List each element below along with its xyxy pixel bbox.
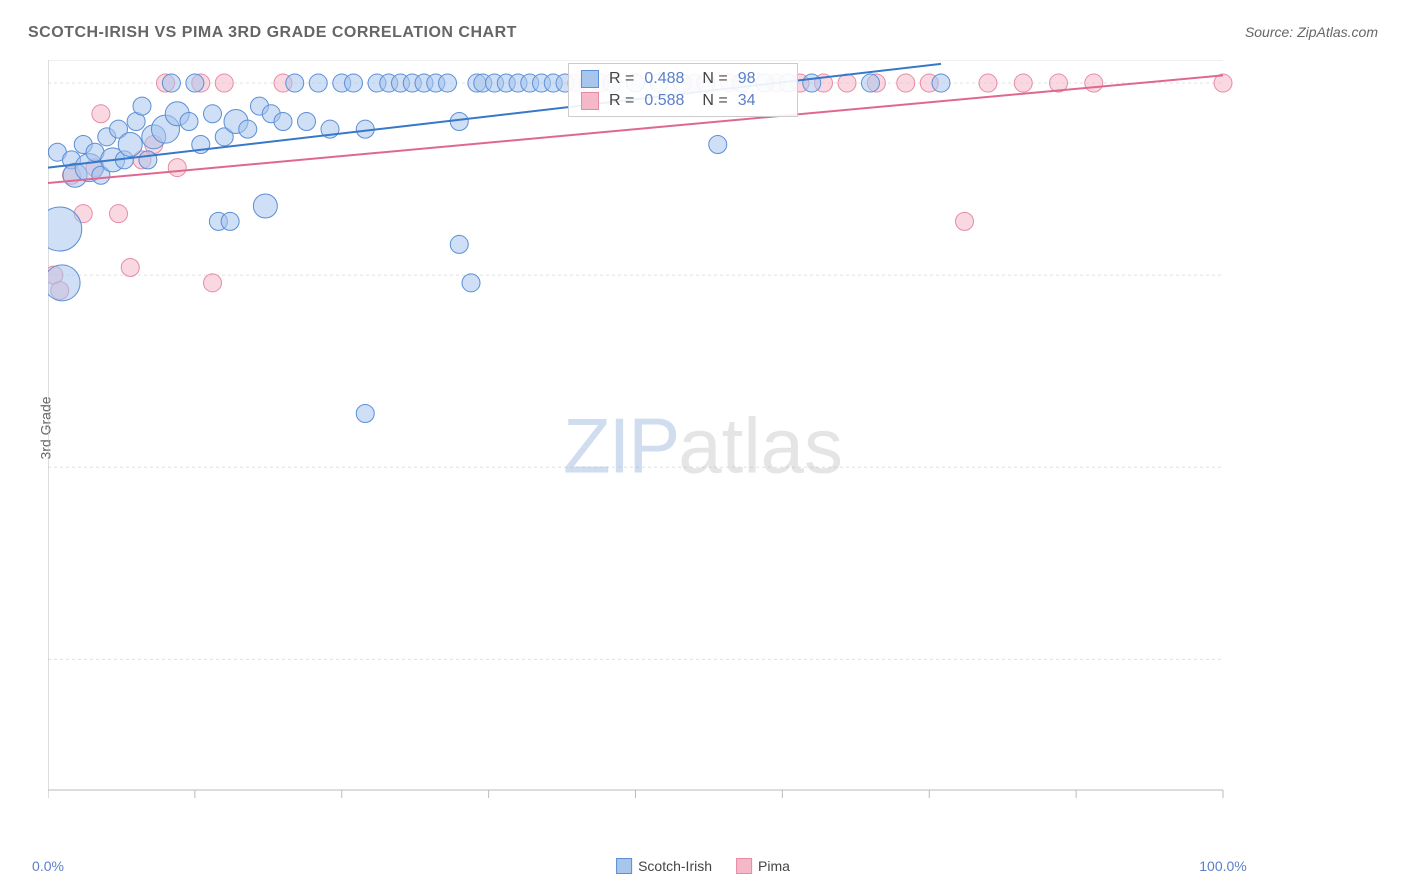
pima-swatch-icon xyxy=(736,858,752,874)
chart-container: SCOTCH-IRISH VS PIMA 3RD GRADE CORRELATI… xyxy=(0,0,1406,892)
r-label: R = xyxy=(609,92,634,110)
stats-row-scotch-irish: R = 0.488 N = 98 xyxy=(569,68,797,90)
scotch-irish-swatch-icon xyxy=(616,858,632,874)
r-label: R = xyxy=(609,70,634,88)
source-attribution: Source: ZipAtlas.com xyxy=(1245,24,1378,40)
legend-label: Scotch-Irish xyxy=(638,858,712,874)
n-value: 34 xyxy=(738,92,756,110)
correlation-stats-box: R = 0.488 N = 98 R = 0.588 N = 34 xyxy=(568,63,798,117)
legend-item-scotch-irish: Scotch-Irish xyxy=(616,858,712,874)
legend-label: Pima xyxy=(758,858,790,874)
r-value: 0.588 xyxy=(644,92,684,110)
r-value: 0.488 xyxy=(644,70,684,88)
chart-title: SCOTCH-IRISH VS PIMA 3RD GRADE CORRELATI… xyxy=(28,24,517,42)
x-tick-label: 100.0% xyxy=(1199,858,1246,874)
x-tick-label: 0.0% xyxy=(32,858,64,874)
scatter-plot xyxy=(48,60,1278,820)
scotch-irish-swatch-icon xyxy=(581,70,599,88)
legend-item-pima: Pima xyxy=(736,858,790,874)
n-label: N = xyxy=(702,70,727,88)
pima-swatch-icon xyxy=(581,92,599,110)
n-label: N = xyxy=(702,92,727,110)
stats-row-pima: R = 0.588 N = 34 xyxy=(569,90,797,112)
legend: Scotch-Irish Pima xyxy=(616,858,790,874)
n-value: 98 xyxy=(738,70,756,88)
